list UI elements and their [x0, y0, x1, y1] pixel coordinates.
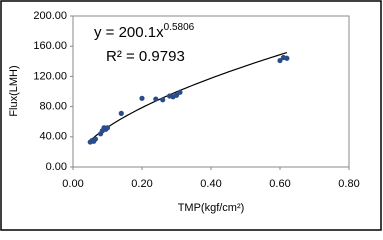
x-tick-label: 0.20	[131, 178, 152, 190]
x-tick-label: 0.80	[338, 178, 359, 190]
point	[139, 95, 145, 101]
x-tick-label: 0.00	[62, 178, 83, 190]
y-tick-label: 80.00	[39, 101, 67, 113]
y-tick-label: 120.00	[33, 70, 67, 82]
point	[284, 55, 290, 61]
point	[277, 57, 283, 64]
trendline-equation: y = 200.1x0.5806	[94, 22, 195, 41]
point	[177, 89, 183, 95]
x-tick-label: 0.40	[200, 178, 221, 190]
point	[153, 96, 159, 102]
equation-base: y = 200.1x	[94, 24, 164, 41]
point	[92, 136, 99, 142]
point	[118, 110, 124, 116]
chart-frame	[0, 0, 382, 231]
y-tick-label: 0.00	[46, 161, 67, 173]
x-tick-label: 0.60	[269, 178, 290, 190]
page: {"chart_data": { "type": "scatter", "x_l…	[0, 0, 383, 232]
equation-exponent: 0.5806	[164, 22, 195, 33]
y-tick-label: 160.00	[33, 40, 67, 52]
x-axis-title: TMP(kgf/cm²)	[178, 202, 245, 214]
chart: TMP(kgf/cm²) Flux(LMH) y = 200.1x0.5806 …	[0, 0, 382, 231]
point	[104, 125, 111, 131]
y-axis-title: Flux(LMH)	[8, 65, 20, 116]
y-tick-label: 200.00	[33, 10, 67, 22]
y-tick-label: 40.00	[39, 131, 67, 143]
trendline	[89, 51, 288, 141]
r-squared: R² = 0.9793	[106, 48, 185, 65]
point	[160, 97, 166, 103]
point	[173, 92, 180, 98]
